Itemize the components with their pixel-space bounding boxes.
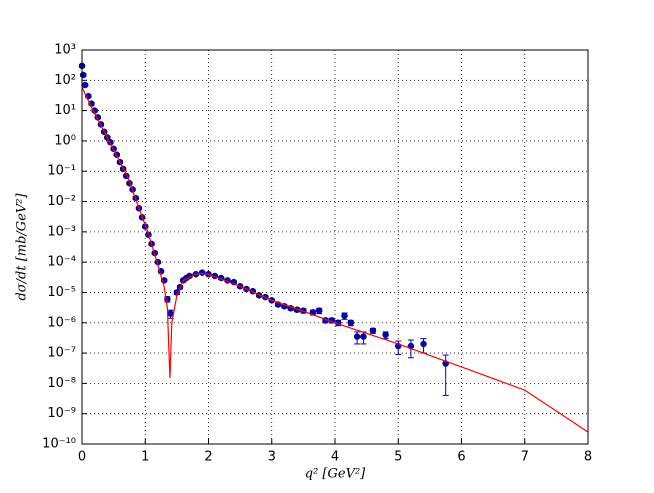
- y-tick-label: 10⁻⁷: [47, 346, 76, 361]
- x-tick-label: 8: [584, 450, 592, 465]
- y-tick-label: 10¹: [54, 103, 76, 118]
- x-tick-label: 6: [457, 450, 465, 465]
- x-tick-label: 2: [204, 450, 212, 465]
- y-tick-label: 10⁻⁶: [47, 315, 76, 330]
- x-tick-label: 4: [331, 450, 339, 465]
- data-point: [420, 340, 427, 348]
- model-curve: [81, 86, 589, 433]
- data-point: [315, 307, 323, 314]
- data-point: [347, 319, 355, 327]
- y-tick-label: 10³: [54, 43, 76, 58]
- y-tick-label: 10⁻⁹: [47, 406, 76, 421]
- plot-frame: [81, 49, 589, 445]
- y-tick-label: 10⁻³: [47, 224, 76, 239]
- y-axis-label: dσ/dt [mb/GeV²]: [15, 193, 30, 301]
- x-tick-label: 3: [268, 450, 276, 465]
- y-tick-label: 10⁻⁵: [47, 285, 76, 300]
- data-point: [369, 327, 377, 334]
- y-tick-label: 10⁻¹⁰: [42, 437, 76, 452]
- y-tick-label: 10⁻⁴: [47, 255, 76, 270]
- x-tick-label: 0: [78, 450, 86, 465]
- data-point: [360, 333, 367, 340]
- y-tick-label: 10⁻⁸: [47, 376, 76, 391]
- data-point: [382, 331, 389, 339]
- x-tick-label: 7: [521, 450, 529, 465]
- y-tick-label: 10²: [54, 73, 76, 88]
- data-point: [341, 312, 348, 320]
- x-tick-label: 5: [394, 450, 402, 465]
- data-point: [80, 71, 87, 79]
- x-axis-label: q² [GeV²]: [305, 467, 366, 482]
- data-point: [81, 81, 89, 89]
- data-point: [198, 269, 206, 276]
- y-tick-label: 10⁻¹: [47, 164, 76, 179]
- y-tick-label: 10⁰: [54, 133, 76, 148]
- y-tick-label: 10⁻²: [47, 194, 76, 209]
- x-tick-label: 1: [141, 450, 149, 465]
- data-point: [353, 333, 361, 340]
